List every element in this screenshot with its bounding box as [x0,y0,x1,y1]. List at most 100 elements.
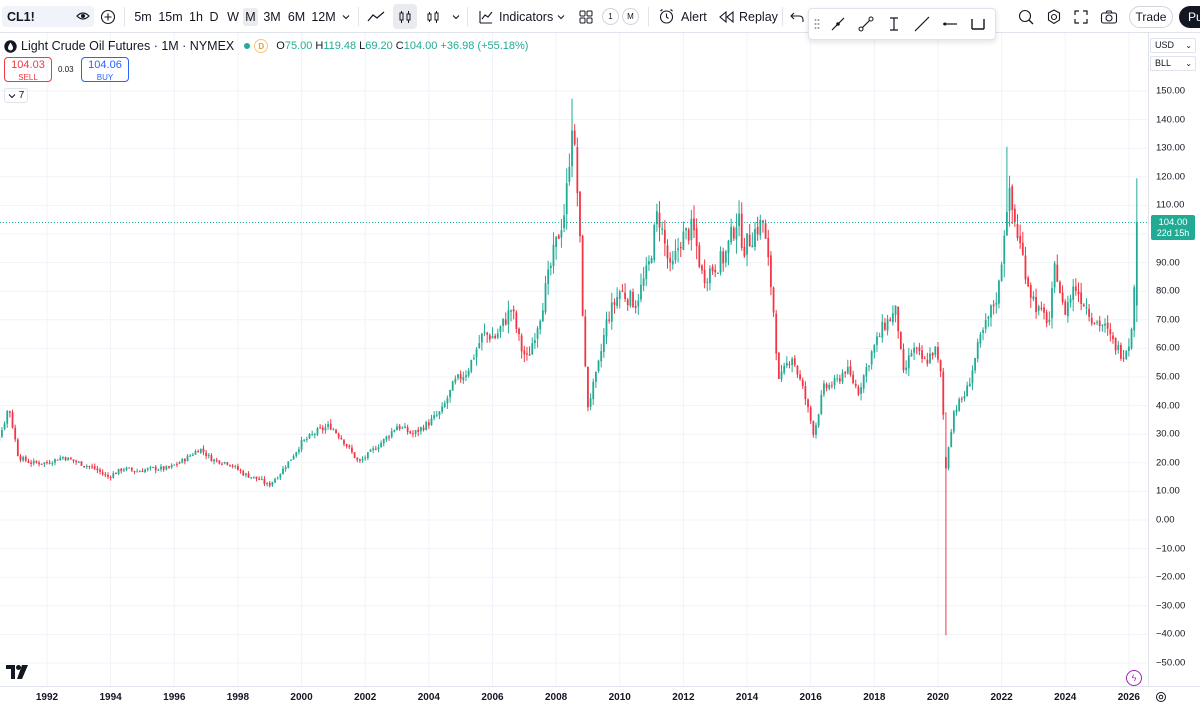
candle [594,371,597,388]
candle [756,216,759,241]
currency-value: USD [1155,40,1175,50]
candle [340,435,343,440]
add-symbol-icon[interactable] [100,0,116,33]
candle [176,461,178,468]
candle [836,374,839,383]
trade-button[interactable]: Trade [1129,6,1173,28]
magnifier-zoom-icon[interactable] [1017,0,1035,33]
symbol-name: CL1! [7,9,35,24]
text-cursor-icon[interactable] [883,13,905,35]
candle [199,448,202,454]
date-range-icon[interactable] [967,13,989,35]
candle [1106,315,1109,336]
drag-handle-icon[interactable] [813,13,821,35]
candle [242,469,245,477]
chevron-down-icon: ⌄ [1185,59,1192,68]
interval-w[interactable]: W [227,10,239,24]
candle [608,311,611,324]
indicators-chevron-icon[interactable] [556,0,566,33]
fullscreen-icon[interactable] [1073,0,1089,33]
interval-15m[interactable]: 15m [158,10,183,24]
symbol-search[interactable]: CL1! [2,6,94,27]
candle [99,467,101,475]
candle [1048,311,1051,326]
candle [942,367,945,420]
chevron-down-icon: ⌄ [1185,41,1192,50]
currency-select[interactable]: USD ⌄ [1150,38,1196,53]
indicators-icon [479,10,493,24]
candle [815,422,817,439]
candle [321,425,324,434]
price-tick-label: −50.00 [1156,657,1186,669]
candle [356,457,359,463]
symbol-title[interactable]: Light Crude Oil Futures · 1M · NYMEX [21,39,235,53]
candle [1024,246,1027,285]
candle [984,313,987,334]
bars-style-icon[interactable] [425,0,441,33]
scale-settings-gear-icon[interactable] [1155,691,1167,703]
candle [528,346,531,356]
interval-3m[interactable]: 3M [263,10,281,24]
candle [685,227,687,240]
indicators-collapse-button[interactable]: 7 [4,88,28,103]
layouts-grid-icon[interactable] [578,0,594,33]
time-tick-label: 2010 [608,692,631,703]
candle [234,464,237,469]
candle [722,247,725,272]
candle [788,361,791,369]
trend-line-icon[interactable] [827,13,849,35]
ray-line-icon[interactable] [855,13,877,35]
chart-legend: Light Crude Oil Futures · 1M · NYMEX D O… [4,38,531,54]
candle [101,469,104,476]
session-badge[interactable]: D [254,39,269,53]
candle [833,374,836,390]
layout-count-badge[interactable]: 1 [602,8,619,25]
candle [732,225,735,242]
candle [51,460,54,467]
unit-select[interactable]: BLL ⌄ [1150,56,1196,71]
interval-1h[interactable]: 1h [189,10,203,24]
settings-gear-icon[interactable] [1045,0,1063,33]
lightning-icon[interactable]: ϟ [1126,670,1142,686]
indicators-button[interactable]: Indicators [478,0,553,33]
interval-m[interactable]: M [243,8,258,26]
candle [902,343,905,373]
chart-type-chevron-icon[interactable] [451,0,461,33]
interval-12m[interactable]: 12M [311,10,336,24]
horizontal-ray-icon[interactable] [939,13,961,35]
candle [971,365,974,391]
line-chart-icon[interactable] [366,0,386,33]
interval-5m[interactable]: 5m [134,10,152,24]
time-scale[interactable] [0,686,1200,706]
candle [682,221,685,251]
buy-button[interactable]: 104.06 BUY [81,57,129,82]
camera-snapshot-icon[interactable] [1100,0,1118,33]
candle [459,370,462,383]
candle [777,352,780,380]
undo-icon[interactable] [790,0,804,33]
interval-chevron-icon[interactable] [341,0,351,33]
market-status-dot [244,43,251,49]
tradingview-logo[interactable] [6,665,30,684]
candle [473,354,475,361]
eye-icon[interactable] [76,9,90,23]
candle [817,413,820,428]
price-scale[interactable] [1148,33,1200,686]
alert-button[interactable]: Alert [658,0,707,33]
candle [1088,303,1091,322]
interval-6m[interactable]: 6M [287,10,306,24]
candle [197,449,200,453]
candle [157,468,160,471]
candle [626,297,629,311]
layout-mode-badge[interactable]: M [622,8,639,25]
price-chart[interactable] [0,33,1148,686]
candle [860,382,862,401]
replay-button[interactable]: Replay [718,0,778,33]
candle [335,428,337,434]
candles-chart-icon[interactable] [393,4,417,29]
price-tick-label: 20.00 [1156,457,1180,469]
publish-button[interactable]: Pu [1179,6,1200,28]
sell-button[interactable]: 104.03 SELL [4,57,52,82]
extended-line-icon[interactable] [911,13,933,35]
interval-d[interactable]: D [209,10,219,24]
